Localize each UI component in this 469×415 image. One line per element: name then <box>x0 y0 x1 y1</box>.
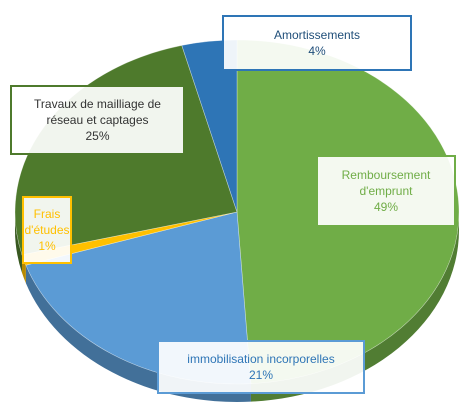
label-value: 4% <box>308 44 326 58</box>
label-value: 1% <box>38 239 56 253</box>
label-name: immobilisation incorporelles <box>187 352 335 366</box>
label-value: 25% <box>85 129 110 143</box>
data-label: Frais d'études 1% <box>22 196 72 264</box>
label-name: Frais d'études <box>24 207 70 237</box>
data-label: immobilisation incorporelles 21% <box>157 340 365 394</box>
label-name: Amortissements <box>273 28 361 42</box>
data-label: Remboursement d'emprunt 49% <box>316 155 456 227</box>
label-name: Remboursement d'emprunt <box>341 168 431 198</box>
label-value: 21% <box>248 368 274 382</box>
label-value: 49% <box>373 200 399 214</box>
data-label: Travaux de mailliage de réseau et captag… <box>10 85 185 155</box>
label-name: Travaux de mailliage de réseau et captag… <box>34 97 161 127</box>
data-label: Amortissements 4% <box>222 15 412 71</box>
